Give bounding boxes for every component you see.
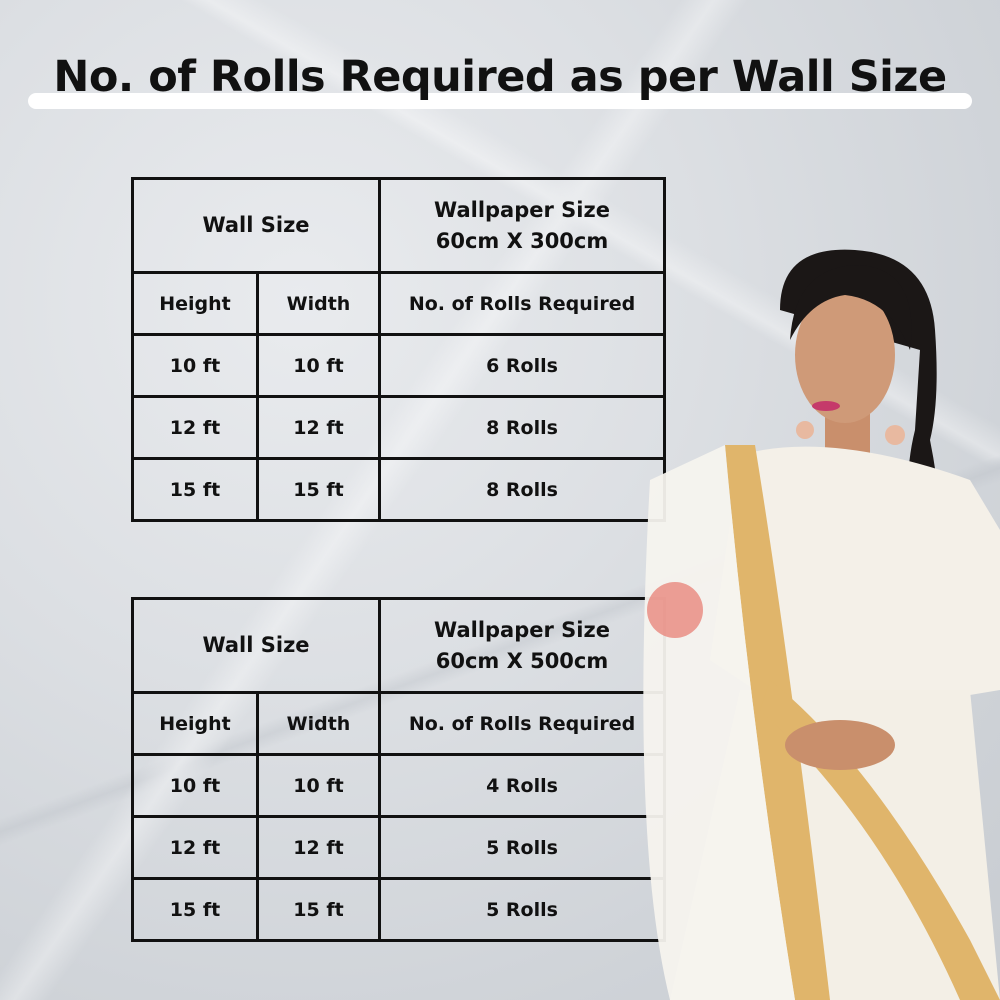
width-cell: 15 ft (256, 457, 381, 522)
rolls-header: No. of Rolls Required (378, 271, 666, 336)
lips (812, 401, 840, 411)
rolls-cell: 6 Rolls (378, 333, 666, 398)
rolls-cell: 8 Rolls (378, 395, 666, 460)
earring-left (796, 421, 814, 439)
rolls-header: No. of Rolls Required (378, 691, 666, 756)
width-cell: 15 ft (256, 877, 381, 942)
height-header: Height (131, 691, 259, 756)
table-row: 15 ft 15 ft 5 Rolls (131, 877, 666, 942)
page-title: No. of Rolls Required as per Wall Size (53, 52, 947, 102)
wallpaper-size-header: Wallpaper Size 60cm X 500cm (378, 597, 666, 694)
width-cell: 12 ft (256, 395, 381, 460)
width-cell: 10 ft (256, 753, 381, 818)
hair-top (790, 265, 912, 350)
width-header: Width (256, 691, 381, 756)
wallpaper-size-label: Wallpaper Size (434, 197, 610, 222)
table-row: 12 ft 12 ft 8 Rolls (131, 395, 666, 460)
rolls-cell: 5 Rolls (378, 877, 666, 942)
width-cell: 12 ft (256, 815, 381, 880)
wallpaper-size-label: Wallpaper Size (434, 617, 610, 642)
table-row: 10 ft 10 ft 4 Rolls (131, 753, 666, 818)
wall-size-header: Wall Size (131, 597, 381, 694)
model-photo (643, 249, 1000, 1000)
earring-right (885, 425, 905, 445)
height-cell: 12 ft (131, 815, 259, 880)
table-row: 15 ft 15 ft 8 Rolls (131, 457, 666, 522)
rolls-cell: 4 Rolls (378, 753, 666, 818)
rolls-table-300cm: Wall Size Wallpaper Size 60cm X 300cm Hei… (131, 177, 666, 522)
width-cell: 10 ft (256, 333, 381, 398)
wallpaper-size-header: Wallpaper Size 60cm X 300cm (378, 177, 666, 274)
face (795, 287, 895, 423)
wallpaper-size-value: 60cm X 300cm (435, 228, 609, 253)
height-cell: 15 ft (131, 457, 259, 522)
rolls-table-500cm: Wall Size Wallpaper Size 60cm X 500cm Hei… (131, 597, 666, 942)
table-row: 10 ft 10 ft 6 Rolls (131, 333, 666, 398)
width-header: Width (256, 271, 381, 336)
height-cell: 10 ft (131, 753, 259, 818)
title-underline (28, 93, 972, 109)
table-row: 12 ft 12 ft 5 Rolls (131, 815, 666, 880)
rolls-cell: 5 Rolls (378, 815, 666, 880)
height-cell: 12 ft (131, 395, 259, 460)
rolls-cell: 8 Rolls (378, 457, 666, 522)
flower-print (647, 582, 703, 638)
hands (785, 720, 895, 770)
wall-size-header: Wall Size (131, 177, 381, 274)
height-header: Height (131, 271, 259, 336)
height-cell: 15 ft (131, 877, 259, 942)
height-cell: 10 ft (131, 333, 259, 398)
wallpaper-size-value: 60cm X 500cm (435, 648, 609, 673)
